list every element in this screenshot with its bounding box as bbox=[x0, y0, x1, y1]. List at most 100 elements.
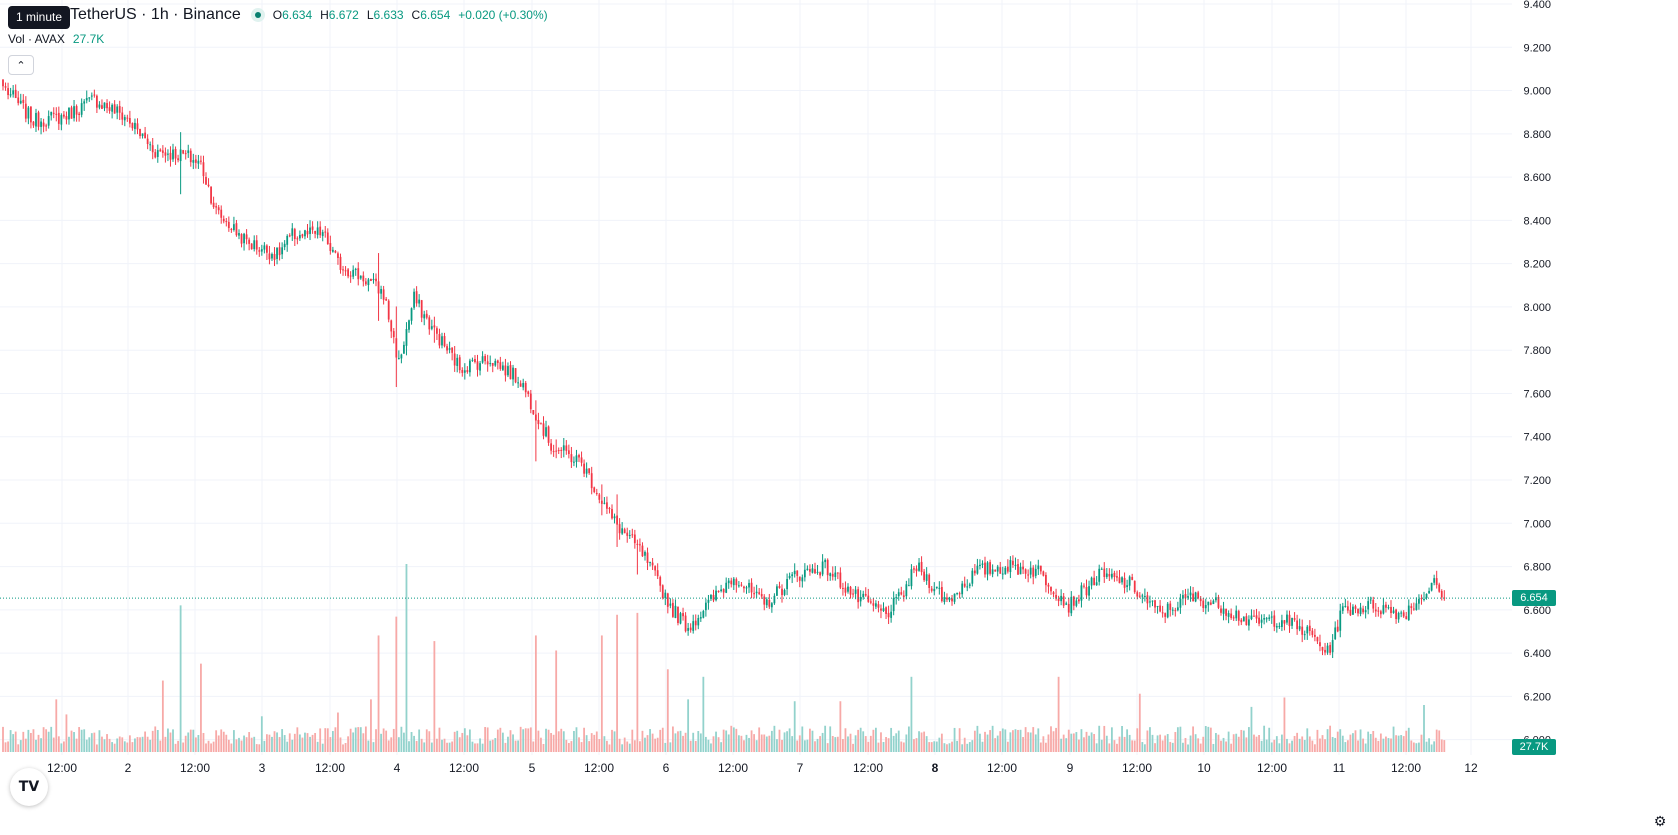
candle-body bbox=[1187, 596, 1189, 598]
volume-bar bbox=[1118, 736, 1121, 752]
candle-body bbox=[1430, 582, 1433, 591]
candle-body bbox=[60, 115, 63, 125]
volume-bar bbox=[1182, 742, 1184, 752]
volume-bar bbox=[737, 735, 740, 752]
time-axis[interactable]: 12:00 2 12:00 3 12:00 4 12:00 5 12:00 6 12:00 7 12:0… bbox=[47, 761, 1478, 775]
candle-body bbox=[248, 239, 251, 244]
time-tick-label: 2 bbox=[125, 761, 132, 775]
price-axis[interactable]: 9.400 9.200 9.000 8.800 8.600 8.400 8.200 8.000… bbox=[1523, 0, 1551, 747]
volume-bar bbox=[207, 740, 210, 752]
candle-body bbox=[1242, 616, 1245, 622]
symbol-title[interactable]: TetherUS · 1h · Binance bbox=[70, 6, 241, 23]
candle-body bbox=[1006, 566, 1009, 572]
collapse-legend-button[interactable]: ⌃ bbox=[8, 55, 34, 75]
volume-bar bbox=[1080, 729, 1083, 752]
candle-body bbox=[633, 534, 636, 544]
volume-bar bbox=[689, 740, 692, 752]
settings-gear-icon[interactable]: ⚙ bbox=[1653, 813, 1667, 829]
volume-bar bbox=[413, 735, 415, 752]
candle-body bbox=[1100, 568, 1103, 570]
candle-body bbox=[1085, 586, 1088, 596]
candle-body bbox=[1110, 573, 1113, 578]
volume-bar bbox=[291, 739, 294, 752]
volume-bar bbox=[684, 732, 687, 752]
candle-body bbox=[976, 565, 979, 574]
volume-bar bbox=[656, 737, 659, 752]
candle-body bbox=[649, 561, 651, 563]
candle-body bbox=[803, 569, 806, 578]
candle-body bbox=[1057, 598, 1060, 602]
volume-bar bbox=[22, 731, 25, 752]
candle-body bbox=[1415, 603, 1418, 610]
volume-bar bbox=[1336, 731, 1339, 752]
price-tick-label: 8.000 bbox=[1523, 302, 1551, 314]
candle-body bbox=[1204, 605, 1207, 609]
candle-body bbox=[428, 317, 431, 330]
volume-bar bbox=[786, 731, 788, 752]
volume-bar bbox=[354, 727, 357, 752]
time-tick-label: 8 bbox=[932, 761, 939, 775]
market-status-icon[interactable] bbox=[250, 8, 265, 22]
symbol-legend[interactable]: 1 minute TetherUS · 1h · Binance O6.634 … bbox=[8, 6, 548, 29]
tradingview-logo-icon[interactable]: TV bbox=[10, 768, 48, 806]
volume-bar bbox=[1225, 741, 1227, 752]
volume-bar bbox=[923, 731, 926, 752]
volume-bar bbox=[392, 728, 395, 752]
candle-body bbox=[326, 232, 329, 245]
volume-bar bbox=[380, 733, 382, 752]
volume-bar bbox=[47, 731, 50, 752]
volume-bar bbox=[1090, 732, 1093, 752]
candle-body bbox=[174, 148, 177, 159]
volume-bar bbox=[507, 736, 509, 752]
volume-bars bbox=[2, 564, 1446, 752]
candle-body bbox=[118, 106, 121, 113]
candle-body bbox=[618, 524, 621, 534]
candle-body bbox=[301, 234, 304, 237]
candle-body bbox=[1159, 605, 1161, 612]
candle-body bbox=[859, 597, 862, 602]
volume-bar bbox=[704, 736, 707, 752]
volume-bar bbox=[1400, 735, 1403, 752]
volume-bar bbox=[1166, 734, 1169, 752]
volume-bar bbox=[824, 725, 827, 752]
grid bbox=[0, 0, 1512, 755]
candle-body bbox=[281, 247, 284, 255]
candle-body bbox=[1123, 577, 1126, 588]
volume-bar bbox=[321, 743, 324, 752]
volume-legend[interactable]: Vol · AVAX 27.7K bbox=[8, 32, 104, 46]
candle-body bbox=[991, 569, 994, 575]
candle-body bbox=[1029, 567, 1032, 575]
volume-bar bbox=[842, 739, 844, 752]
volume-bar bbox=[880, 732, 882, 752]
candle-body bbox=[1385, 604, 1387, 608]
time-tick-label: 12:00 bbox=[1257, 761, 1287, 775]
volume-bar bbox=[552, 734, 555, 752]
candle-body bbox=[1012, 560, 1014, 565]
volume-bar bbox=[1412, 742, 1415, 752]
volume-bar bbox=[1326, 729, 1329, 752]
volume-bar bbox=[75, 738, 78, 752]
candle-body bbox=[588, 468, 591, 474]
volume-bar bbox=[65, 714, 68, 752]
candle-body bbox=[1324, 649, 1326, 653]
candle-body bbox=[90, 95, 93, 97]
candle-body bbox=[913, 568, 915, 570]
price-tick-label: 7.800 bbox=[1523, 345, 1551, 357]
candle-body bbox=[14, 89, 17, 99]
candle-body bbox=[565, 445, 568, 451]
volume-bar bbox=[773, 725, 776, 752]
candle-body bbox=[63, 114, 65, 117]
candle-body bbox=[1078, 599, 1080, 602]
candle-body bbox=[1080, 585, 1083, 601]
candle-body bbox=[760, 594, 763, 597]
candle-body bbox=[1032, 567, 1035, 577]
volume-bar bbox=[1334, 737, 1337, 752]
candle-body bbox=[743, 586, 745, 589]
volume-bar bbox=[720, 742, 723, 752]
candle-body bbox=[1313, 634, 1316, 637]
volume-bar bbox=[1212, 743, 1215, 752]
volume-bar bbox=[758, 727, 761, 752]
volume-bar bbox=[32, 729, 35, 752]
